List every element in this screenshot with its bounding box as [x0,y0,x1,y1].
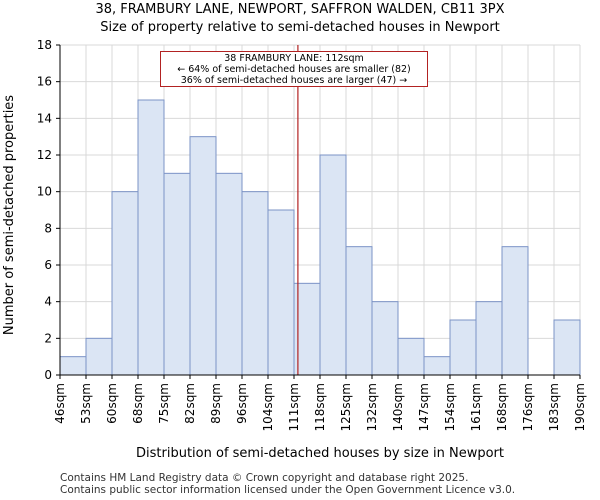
x-tick-label: 154sqm [443,383,457,431]
annotation-larger-label: 36% of semi-detached houses are larger (… [180,75,408,86]
y-tick-label: 18 [37,38,52,52]
y-tick-label: 0 [44,368,52,382]
x-tick-label: 68sqm [131,383,145,424]
x-tick-label: 125sqm [339,383,353,431]
x-tick-label: 118sqm [313,383,327,431]
x-tick-label: 147sqm [417,383,431,431]
y-tick-label: 8 [44,221,52,235]
histogram-bar [189,136,217,376]
x-tick-label: 190sqm [573,383,587,431]
x-tick-label: 183sqm [547,383,561,431]
x-tick-label: 140sqm [391,383,405,431]
x-tick-label: 75sqm [157,383,171,424]
y-axis-label: Number of semi-detached properties [2,95,17,335]
histogram-bar [371,301,399,376]
histogram-bar [553,319,581,376]
annotation-property-label: 38 FRAMBURY LANE: 112sqm [224,53,364,64]
x-tick-label: 176sqm [521,383,535,431]
histogram-bar [319,154,347,376]
x-tick-label: 111sqm [287,383,301,431]
y-tick-label: 14 [37,111,52,125]
histogram-bar [345,246,373,376]
x-tick-label: 96sqm [235,383,249,424]
footer-copyright: Contains HM Land Registry data © Crown c… [60,472,469,484]
histogram-bar [59,356,87,376]
y-tick-label: 16 [37,75,52,89]
chart-subtitle: Size of property relative to semi-detach… [100,20,500,35]
x-tick-label: 53sqm [79,383,93,424]
chart-title: 38, FRAMBURY LANE, NEWPORT, SAFFRON WALD… [95,2,505,17]
x-tick-label: 46sqm [53,383,67,424]
property-annotation-box: 38 FRAMBURY LANE: 112sqm ← 64% of semi-d… [160,51,428,87]
y-tick-label: 10 [37,185,52,199]
x-tick-label: 132sqm [365,383,379,431]
x-tick-label: 161sqm [469,383,483,431]
x-tick-label: 60sqm [105,383,119,424]
histogram-bar [397,337,425,376]
histogram-bar [85,337,113,376]
histogram-bar [137,99,165,376]
x-tick-label: 82sqm [183,383,197,424]
histogram-bar [241,191,269,376]
footer-licence: Contains public sector information licen… [60,484,516,496]
x-axis-label: Distribution of semi-detached houses by … [136,446,504,461]
x-tick-label: 104sqm [261,383,275,431]
histogram-bar [449,319,477,376]
histogram-bar [423,356,451,376]
histogram-bar [163,172,191,376]
histogram-bar [111,191,139,376]
y-tick-label: 12 [37,148,52,162]
x-tick-label: 168sqm [495,383,509,431]
histogram-bar [267,209,295,376]
histogram-bar [215,172,243,376]
y-tick-label: 6 [44,258,52,272]
histogram-bar [475,301,503,376]
annotation-smaller-label: ← 64% of semi-detached houses are smalle… [177,64,411,75]
x-tick-label: 89sqm [209,383,223,424]
y-tick-label: 4 [44,295,52,309]
histogram-bar [501,246,529,376]
y-tick-label: 2 [44,331,52,345]
